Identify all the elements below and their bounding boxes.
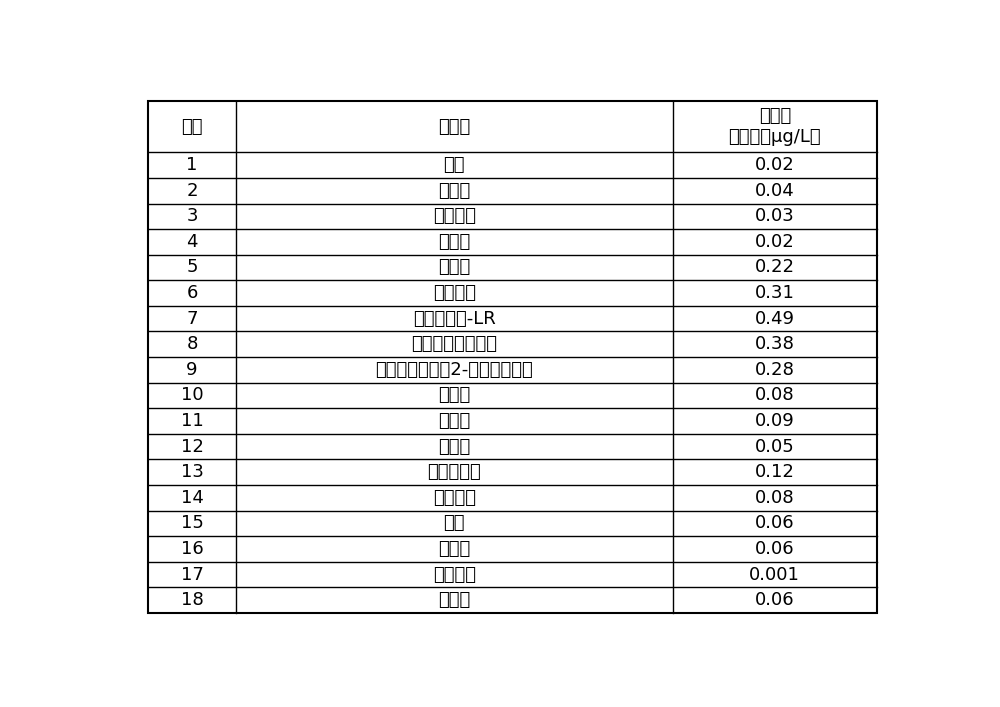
- Text: 0.08: 0.08: [755, 489, 795, 507]
- Text: 18: 18: [181, 591, 203, 609]
- Text: 9: 9: [186, 361, 198, 379]
- Text: 7: 7: [186, 310, 198, 327]
- Text: 0.06: 0.06: [755, 540, 795, 558]
- Text: 0.04: 0.04: [755, 182, 795, 199]
- Text: 5: 5: [186, 259, 198, 276]
- Text: 苯胺: 苯胺: [443, 156, 465, 174]
- Text: 0.12: 0.12: [755, 463, 795, 481]
- Text: 0.06: 0.06: [755, 591, 795, 609]
- Text: 微囊藻毒素-LR: 微囊藻毒素-LR: [413, 310, 496, 327]
- Text: 0.03: 0.03: [755, 207, 795, 226]
- Text: 15: 15: [181, 515, 203, 532]
- Text: 马拉硫磷: 马拉硫磷: [433, 489, 476, 507]
- Text: 乐果: 乐果: [443, 515, 465, 532]
- Text: 0.31: 0.31: [755, 284, 795, 302]
- Text: 0.28: 0.28: [755, 361, 795, 379]
- Text: 对硫磷: 对硫磷: [438, 438, 470, 455]
- Text: 1: 1: [186, 156, 198, 174]
- Text: 4: 4: [186, 233, 198, 251]
- Text: 17: 17: [181, 566, 203, 583]
- Text: 0.09: 0.09: [755, 412, 795, 430]
- Text: 0.06: 0.06: [755, 515, 795, 532]
- Text: 邻苯二甲酸二（2-乙基己基）酯: 邻苯二甲酸二（2-乙基己基）酯: [375, 361, 533, 379]
- Text: 0.38: 0.38: [755, 335, 795, 354]
- Text: 邻苯二甲酸二丁酯: 邻苯二甲酸二丁酯: [411, 335, 497, 354]
- Text: 0.49: 0.49: [755, 310, 795, 327]
- Text: 敌百虫: 敌百虫: [438, 412, 470, 430]
- Text: 内吸磷: 内吸磷: [438, 540, 470, 558]
- Text: 0.02: 0.02: [755, 233, 795, 251]
- Text: 14: 14: [181, 489, 203, 507]
- Text: 甲基对硫磷: 甲基对硫磷: [427, 463, 481, 481]
- Text: 联苯胺: 联苯胺: [438, 182, 470, 199]
- Text: 苦味酸: 苦味酸: [438, 233, 470, 251]
- Text: 甲萘威: 甲萘威: [438, 259, 470, 276]
- Text: 序号: 序号: [181, 118, 203, 136]
- Text: 阿特拉津: 阿特拉津: [433, 566, 476, 583]
- Text: 溴氰菊酯: 溴氰菊酯: [433, 284, 476, 302]
- Text: 11: 11: [181, 412, 203, 430]
- Text: 0.05: 0.05: [755, 438, 795, 455]
- Text: 12: 12: [181, 438, 203, 455]
- Text: 2: 2: [186, 182, 198, 199]
- Text: 0.08: 0.08: [755, 387, 795, 404]
- Text: 丙烯酰胺: 丙烯酰胺: [433, 207, 476, 226]
- Text: 检出限
（单位：μg/L）: 检出限 （单位：μg/L）: [728, 107, 821, 146]
- Text: 3: 3: [186, 207, 198, 226]
- Text: 8: 8: [186, 335, 198, 354]
- Text: 10: 10: [181, 387, 203, 404]
- Text: 化合物: 化合物: [438, 118, 470, 136]
- Text: 0.001: 0.001: [749, 566, 800, 583]
- Text: 13: 13: [181, 463, 203, 481]
- Text: 0.02: 0.02: [755, 156, 795, 174]
- Text: 0.22: 0.22: [755, 259, 795, 276]
- Text: 6: 6: [186, 284, 198, 302]
- Text: 敌敌畏: 敌敌畏: [438, 387, 470, 404]
- Text: 呋喃丹: 呋喃丹: [438, 591, 470, 609]
- Text: 16: 16: [181, 540, 203, 558]
